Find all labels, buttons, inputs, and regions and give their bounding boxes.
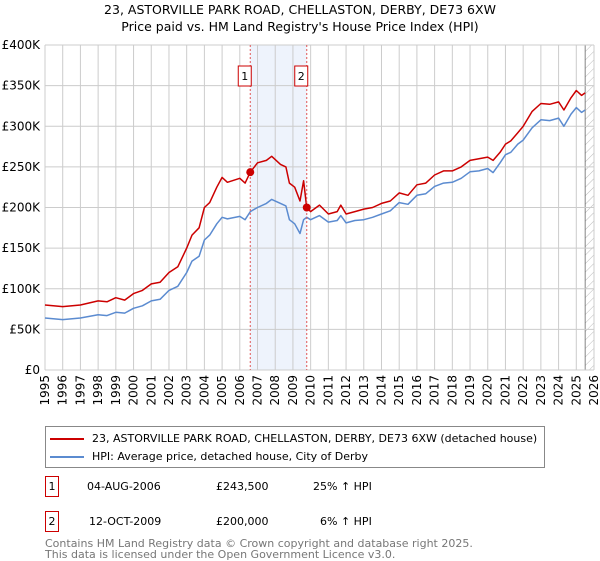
y-tick-label: £350K [2, 79, 42, 93]
chart-subtitle: Price paid vs. HM Land Registry's House … [121, 19, 479, 34]
x-tick-label: 2005 [215, 375, 229, 406]
x-tick-label: 2006 [233, 375, 247, 406]
x-tick-label: 2010 [304, 375, 318, 406]
x-tick-label: 2020 [481, 375, 495, 406]
x-tick-label: 2013 [357, 375, 371, 406]
x-tick-label: 2007 [251, 375, 265, 406]
transaction-hpi: 25% ↑ HPI [313, 480, 372, 493]
x-tick-label: 2008 [268, 375, 282, 406]
y-tick-label: £200K [2, 201, 42, 215]
x-tick-label: 2004 [197, 375, 211, 406]
y-tick-label: £150K [2, 241, 42, 255]
x-tick-label: 2023 [534, 375, 548, 406]
x-tick-label: 2025 [569, 375, 583, 406]
x-tick-label: 2024 [552, 375, 566, 406]
x-tick-label: 2019 [463, 375, 477, 406]
y-tick-label: £400K [2, 38, 42, 52]
transaction-hpi: 6% ↑ HPI [320, 515, 372, 528]
x-tick-label: 2000 [127, 375, 141, 406]
y-tick-label: £50K [9, 322, 41, 336]
y-tick-label: £100K [2, 282, 42, 296]
legend-swatch-red [50, 437, 84, 440]
x-tick-label: 1997 [73, 375, 87, 406]
transaction-date: 12-OCT-2009 [89, 515, 162, 528]
transaction-badge: 1 [45, 476, 59, 497]
x-tick-label: 2021 [498, 375, 512, 406]
legend-item-hpi: HPI: Average price, detached house, City… [50, 450, 368, 463]
sale-marker-badge [237, 65, 252, 87]
x-tick-label: 2003 [180, 375, 194, 406]
y-tick-label: £0 [25, 363, 40, 377]
chart-legend: 23, ASTORVILLE PARK ROAD, CHELLASTON, DE… [45, 426, 545, 468]
sale-point [302, 203, 311, 212]
transaction-price: £243,500 [216, 480, 269, 493]
x-tick-label: 2002 [162, 375, 176, 406]
x-tick-label: 2026 [587, 375, 600, 406]
y-tick-label: £250K [2, 160, 42, 174]
y-tick-label: £300K [2, 119, 42, 133]
x-tick-label: 1998 [91, 375, 105, 406]
transaction-price: £200,000 [216, 515, 269, 528]
legend-swatch-blue [50, 455, 84, 458]
x-tick-label: 2009 [286, 375, 300, 406]
x-tick-label: 2015 [392, 375, 406, 406]
x-tick-label: 2001 [144, 375, 158, 406]
x-tick-label: 2016 [410, 375, 424, 406]
transaction-date: 04-AUG-2006 [87, 480, 161, 493]
x-tick-label: 2011 [321, 375, 335, 406]
price-chart: 1 2 £0 £50K £100K £150K £200K £250K £300K £350K £… [2, 38, 600, 406]
x-tick-label: 2012 [339, 375, 353, 406]
property-price-line [44, 89, 586, 308]
footer-copyright: Contains HM Land Registry data © Crown c… [45, 537, 473, 550]
footer-licence: This data is licensed under the Open Gov… [45, 548, 396, 561]
chart-title: 23, ASTORVILLE PARK ROAD, CHELLASTON, DE… [104, 2, 496, 17]
x-tick-label: 1996 [56, 375, 70, 406]
sale-point [246, 168, 255, 177]
x-tick-label: 2022 [516, 375, 530, 406]
x-tick-label: 1999 [109, 375, 123, 406]
x-tick-label: 1995 [38, 375, 52, 406]
sale-marker-number: 2 [298, 70, 305, 83]
sale-marker-number: 1 [241, 70, 248, 83]
x-tick-label: 2017 [428, 375, 442, 406]
hpi-line [44, 106, 586, 321]
x-tick-label: 2014 [374, 375, 388, 406]
x-tick-label: 2018 [445, 375, 459, 406]
legend-label: HPI: Average price, detached house, City… [92, 450, 369, 463]
sale-marker-badge [294, 65, 309, 87]
legend-label: 23, ASTORVILLE PARK ROAD, CHELLASTON, DE… [92, 432, 538, 445]
legend-item-property: 23, ASTORVILLE PARK ROAD, CHELLASTON, DE… [50, 432, 537, 445]
transaction-badge: 2 [45, 511, 59, 532]
